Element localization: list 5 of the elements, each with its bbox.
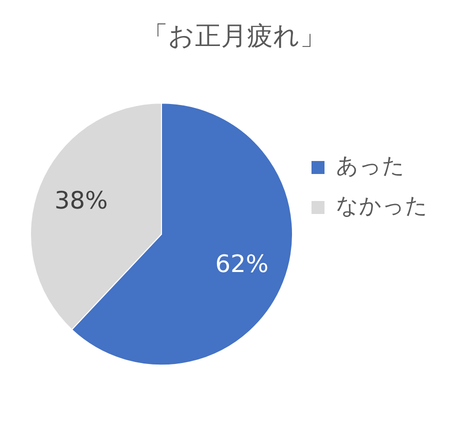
legend-label: あった (336, 154, 405, 180)
legend-label: なかった (336, 194, 428, 220)
data-label: 38% (54, 186, 108, 215)
chart-title: 「お正月疲れ」 (142, 21, 326, 52)
data-label: 62% (215, 250, 269, 278)
